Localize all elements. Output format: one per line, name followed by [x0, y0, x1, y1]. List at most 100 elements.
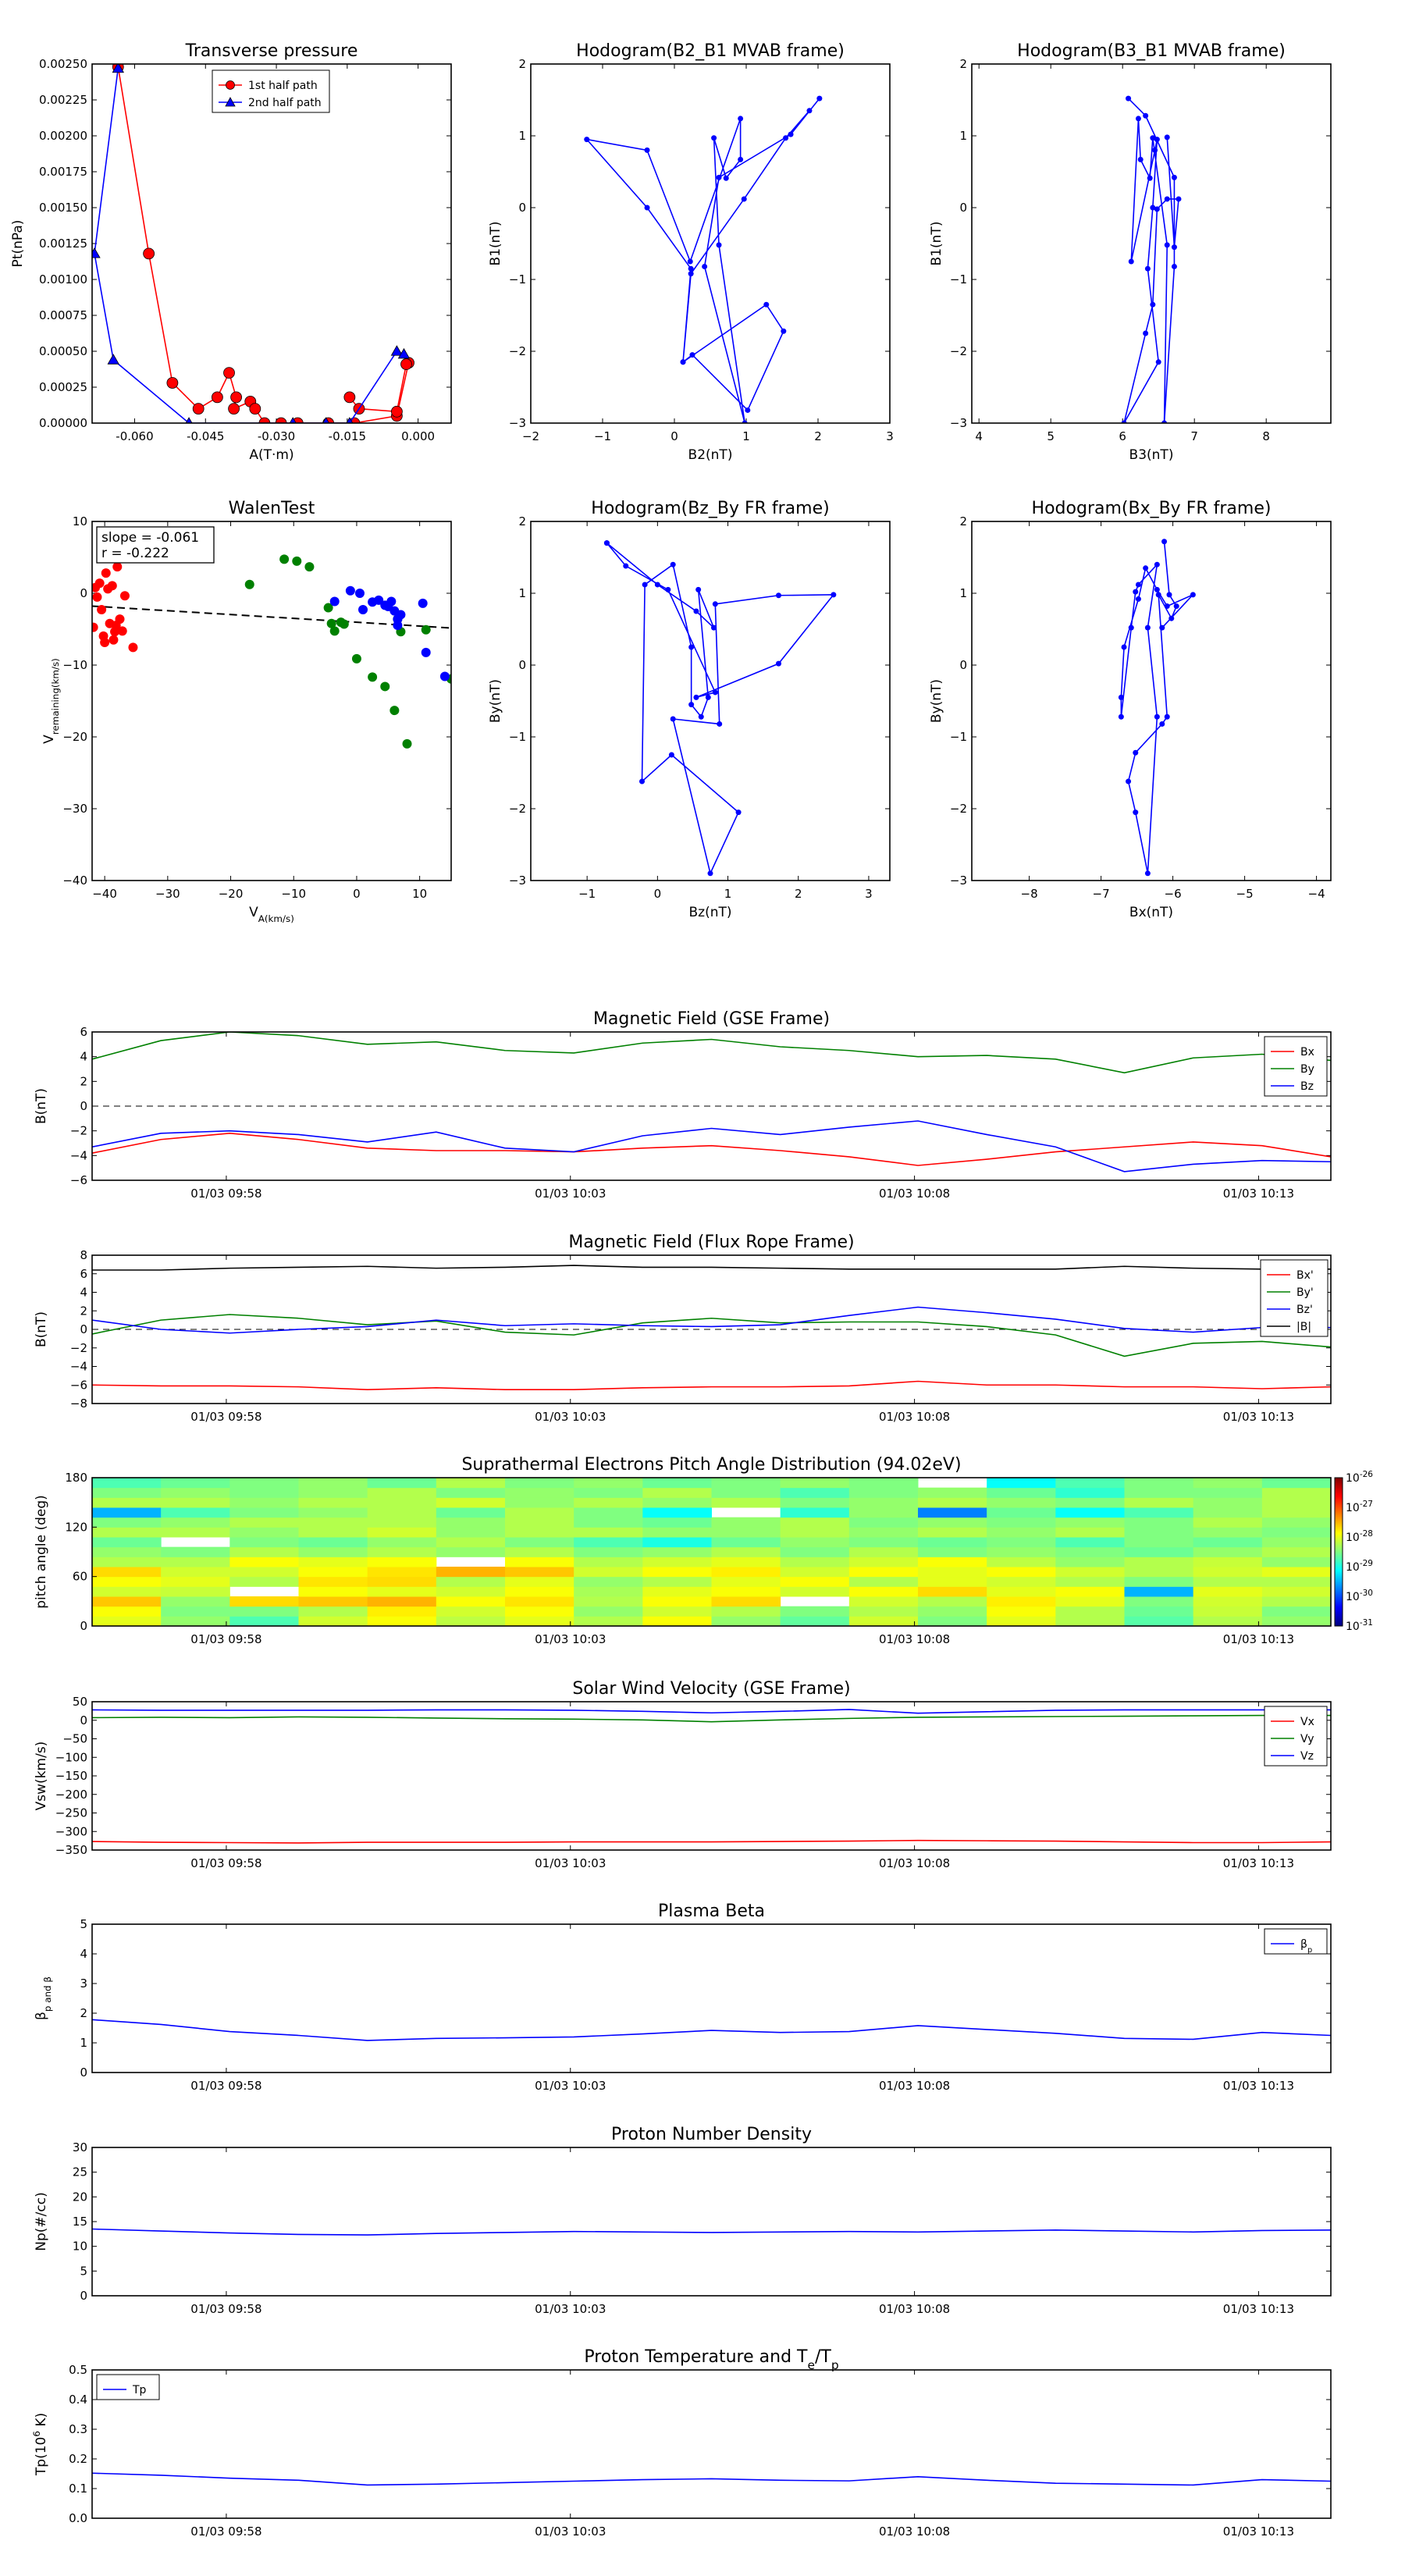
data-point [745, 407, 751, 413]
heatmap-cell [574, 1616, 643, 1627]
heatmap-cell [918, 1606, 987, 1617]
x-tick-label: 4 [975, 429, 983, 443]
data-point [680, 359, 686, 365]
data-point [230, 391, 243, 404]
data-point [1126, 95, 1132, 101]
hodo_bzby-title: Hodogram(Bz_By FR frame) [591, 499, 829, 518]
heatmap-cell [1055, 1616, 1125, 1627]
heatmap-cell [1055, 1557, 1125, 1567]
data-point [228, 403, 240, 415]
heatmap-cell [229, 1567, 299, 1578]
heatmap-cell [987, 1507, 1056, 1518]
y-tick-label: −20 [62, 730, 87, 744]
x-tick-label: 01/03 09:58 [190, 1410, 261, 1424]
vsw-title: Solar Wind Velocity (GSE Frame) [572, 1679, 850, 1699]
data-point [107, 581, 117, 591]
heatmap-cell [161, 1478, 230, 1489]
y-tick-label: −2 [70, 1124, 87, 1138]
heatmap-cell [298, 1497, 368, 1508]
heatmap-cell [1261, 1497, 1332, 1508]
legend-label: |B| [1297, 1321, 1311, 1333]
data-point [1154, 561, 1160, 568]
transverse_pressure-plot [92, 64, 414, 423]
heatmap-cell [574, 1487, 643, 1498]
hodo_bxby-chart: Hodogram(Bx_By FR frame) −8 −7 −6 −5 −4 −3 −2 −1… [929, 499, 1332, 920]
heatmap-cell [848, 1517, 919, 1528]
heatmap-cell [574, 1586, 643, 1597]
heatmap-cell [848, 1567, 919, 1578]
series-bx-line [92, 1133, 1331, 1166]
colorbar-tick-label: 10-26 [1346, 1470, 1373, 1485]
data-point [1168, 615, 1175, 621]
x-tick-label: -0.060 [116, 429, 153, 443]
data-point [304, 562, 315, 572]
y-tick-label: −1 [950, 272, 967, 286]
heatmap-cell [1124, 1546, 1194, 1557]
data-point [100, 637, 110, 647]
data-point [654, 582, 660, 588]
series-by-line [92, 1314, 1331, 1357]
y-tick-label: −4 [70, 1360, 87, 1374]
y-tick-label: 0 [518, 201, 526, 215]
heatmap-cell [436, 1606, 506, 1617]
y-tick-label: 0 [80, 1713, 87, 1727]
data-point [738, 156, 744, 162]
y-tick-label: 0.00075 [39, 308, 87, 322]
walen-annotation: r = -0.222 [101, 546, 169, 561]
heatmap-cell [642, 1576, 712, 1587]
y-tick-label: −30 [62, 802, 87, 816]
heatmap-cell [1261, 1606, 1332, 1617]
y-tick-label: 50 [73, 1695, 87, 1709]
temperature-frame [91, 2369, 1332, 2519]
x-tick-label: 01/03 09:58 [190, 2524, 261, 2539]
data-point [788, 131, 794, 137]
y-tick-label: 1 [959, 129, 967, 143]
data-point [1121, 644, 1127, 650]
heatmap-cell [642, 1567, 712, 1578]
heatmap-cell [642, 1478, 712, 1489]
data-point [92, 622, 98, 632]
x-tick-label: 2 [814, 429, 822, 443]
vsw-ylabel: Vsw(km/s) [34, 1742, 49, 1811]
heatmap-cell [1055, 1576, 1125, 1587]
heatmap-cell [1261, 1478, 1332, 1489]
data-point [192, 403, 205, 415]
data-point [688, 702, 695, 708]
heatmap-cell [1193, 1537, 1263, 1548]
transverse_pressure-title: Transverse pressure [185, 41, 358, 61]
y-tick-label: 0.3 [69, 2422, 87, 2436]
heatmap-cell [367, 1546, 437, 1557]
data-point [92, 247, 101, 258]
y-tick-label: −100 [55, 1750, 87, 1764]
temperature-legend [96, 2374, 160, 2400]
heatmap-cell [436, 1567, 506, 1578]
x-tick-label: 01/03 10:13 [1223, 1632, 1294, 1646]
y-tick-label: 0.4 [69, 2393, 87, 2407]
heatmap-cell [918, 1576, 987, 1587]
x-tick-label: −10 [281, 887, 306, 901]
data-point [1171, 244, 1177, 251]
heatmap-cell [161, 1576, 230, 1587]
heatmap-cell [505, 1497, 574, 1508]
x-tick-label: -0.015 [329, 429, 366, 443]
y-tick-label: 0 [518, 658, 526, 672]
heatmap-cell [1261, 1487, 1332, 1498]
x-tick-label: 01/03 09:58 [190, 1632, 261, 1646]
y-tick-label: 2 [80, 2006, 87, 2020]
heatmap-cell [918, 1487, 987, 1498]
mag_fr-legend [1260, 1259, 1329, 1337]
heatmap-cell [161, 1586, 230, 1597]
x-tick-label: −4 [1308, 887, 1325, 901]
y-tick-label: 0.00025 [39, 380, 87, 394]
y-tick-label: 2 [80, 1074, 87, 1088]
heatmap-cell [574, 1576, 643, 1587]
y-tick-label: −2 [509, 344, 526, 358]
heatmap-cell [1261, 1557, 1332, 1567]
heatmap-cell [574, 1497, 643, 1508]
y-tick-label: −3 [950, 416, 967, 430]
data-point [693, 608, 699, 614]
heatmap-cell [711, 1567, 781, 1578]
heatmap-cell [1193, 1527, 1263, 1538]
heatmap-cell [229, 1537, 299, 1548]
y-tick-label: −6 [70, 1378, 87, 1392]
